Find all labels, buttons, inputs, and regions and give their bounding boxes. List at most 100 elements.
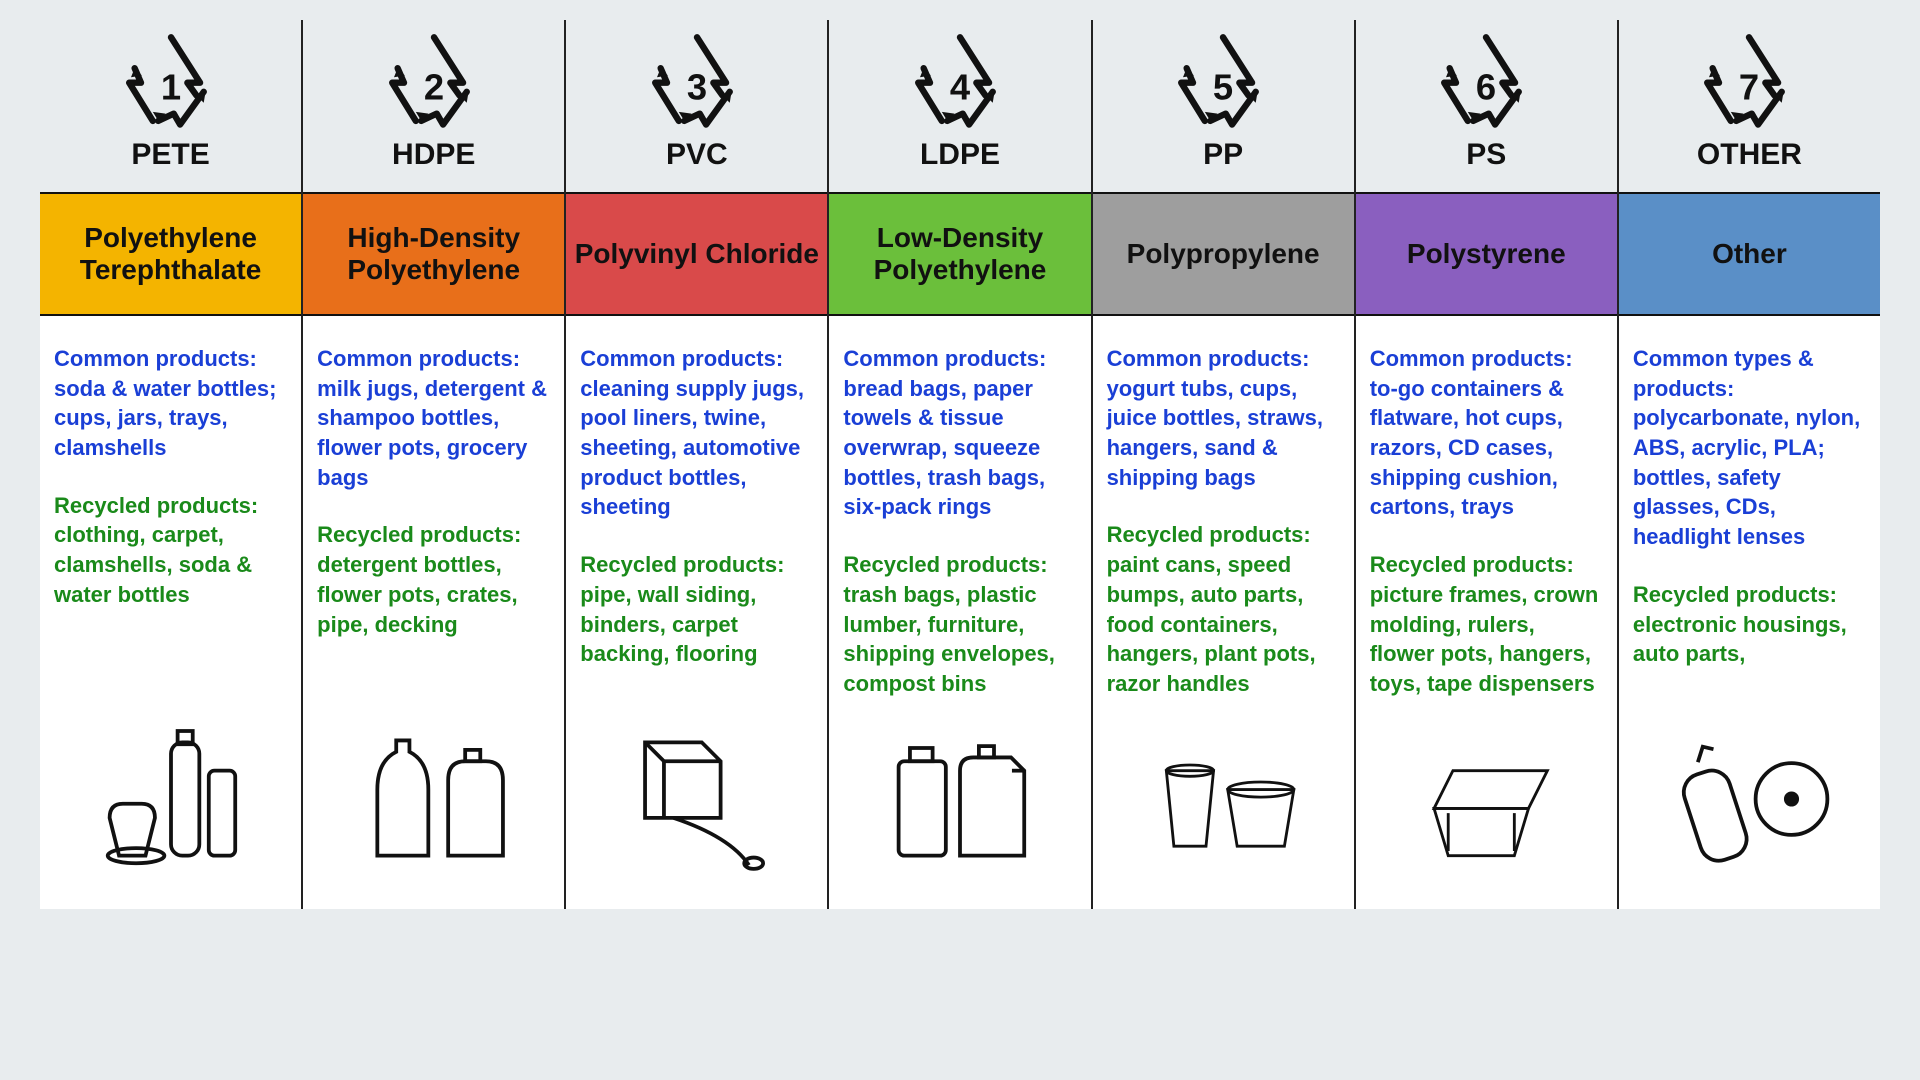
recycled-products-label: Recycled products: xyxy=(843,552,1047,577)
common-products: Common products: to-go containers & flat… xyxy=(1370,344,1603,522)
template: 2 xyxy=(379,30,489,130)
template: 5 xyxy=(1168,30,1278,130)
material-name-bar: Low-Density Polyethylene xyxy=(829,192,1090,316)
recycling-symbol-icon: 4 xyxy=(829,30,1090,130)
common-products: Common products: yogurt tubs, cups, juic… xyxy=(1107,344,1340,492)
recycled-products-text: paint cans, speed bumps, auto parts, foo… xyxy=(1107,552,1316,696)
column-body: Common products: to-go containers & flat… xyxy=(1356,316,1617,909)
common-products-text: cleaning supply jugs, pool liners, twine… xyxy=(580,376,804,520)
column-header: 4 LDPE xyxy=(829,20,1090,192)
template: 1 xyxy=(116,30,226,130)
product-illustration-icon xyxy=(1633,699,1866,899)
recycled-products-text: electronic housings, auto parts, xyxy=(1633,612,1847,667)
material-name-bar: Polypropylene xyxy=(1093,192,1354,316)
recycled-products: Recycled products: detergent bottles, fl… xyxy=(317,520,550,639)
recycled-products: Recycled products: electronic housings, … xyxy=(1633,580,1866,669)
common-products-label: Common products: xyxy=(580,346,783,371)
abbr-label: PP xyxy=(1093,138,1354,172)
column-header: 5 PP xyxy=(1093,20,1354,192)
common-products-label: Common products: xyxy=(843,346,1046,371)
recycling-number: 5 xyxy=(1213,67,1233,108)
common-products-text: bread bags, paper towels & tissue overwr… xyxy=(843,376,1045,520)
recycling-symbol-icon: 2 xyxy=(303,30,564,130)
abbr-label: LDPE xyxy=(829,138,1090,172)
recycled-products-text: picture frames, crown molding, rulers, f… xyxy=(1370,582,1599,696)
common-products-text: yogurt tubs, cups, juice bottles, straws… xyxy=(1107,376,1323,490)
column-header: 2 HDPE xyxy=(303,20,564,192)
product-illustration-icon xyxy=(54,699,287,899)
recycling-codes-chart: 1 PETEPolyethylene TerephthalateCommon p… xyxy=(40,0,1880,909)
column-other: 7 OTHEROtherCommon types & products: pol… xyxy=(1619,20,1880,909)
column-body: Common types & products: polycarbonate, … xyxy=(1619,316,1880,909)
abbr-label: OTHER xyxy=(1619,138,1880,172)
template: 6 xyxy=(1431,30,1541,130)
recycled-products-label: Recycled products: xyxy=(580,552,784,577)
column-pete: 1 PETEPolyethylene TerephthalateCommon p… xyxy=(40,20,303,909)
column-body: Common products: yogurt tubs, cups, juic… xyxy=(1093,316,1354,909)
material-name-bar: High-Density Polyethylene xyxy=(303,192,564,316)
material-name-bar: Other xyxy=(1619,192,1880,316)
column-header: 6 PS xyxy=(1356,20,1617,192)
column-ldpe: 4 LDPELow-Density PolyethyleneCommon pro… xyxy=(829,20,1092,909)
abbr-label: PS xyxy=(1356,138,1617,172)
product-illustration-icon xyxy=(1107,699,1340,899)
recycled-products-text: pipe, wall siding, binders, carpet backi… xyxy=(580,582,757,666)
abbr-label: PETE xyxy=(40,138,301,172)
column-header: 3 PVC xyxy=(566,20,827,192)
abbr-label: PVC xyxy=(566,138,827,172)
recycled-products-label: Recycled products: xyxy=(317,522,521,547)
column-body: Common products: soda & water bottles; c… xyxy=(40,316,301,909)
recycling-symbol-icon: 6 xyxy=(1356,30,1617,130)
common-products-label: Common products: xyxy=(1370,346,1573,371)
recycling-symbol-icon: 3 xyxy=(566,30,827,130)
recycling-symbol-icon: 7 xyxy=(1619,30,1880,130)
product-illustration-icon xyxy=(317,699,550,899)
common-products: Common products: cleaning supply jugs, p… xyxy=(580,344,813,522)
recycling-number: 3 xyxy=(687,67,707,108)
recycling-number: 2 xyxy=(424,67,444,108)
column-header: 1 PETE xyxy=(40,20,301,192)
recycled-products: Recycled products: paint cans, speed bum… xyxy=(1107,520,1340,698)
recycled-products: Recycled products: clothing, carpet, cla… xyxy=(54,491,287,610)
common-products-text: soda & water bottles; cups, jars, trays,… xyxy=(54,376,276,460)
column-hdpe: 2 HDPEHigh-Density PolyethyleneCommon pr… xyxy=(303,20,566,909)
common-products: Common products: bread bags, paper towel… xyxy=(843,344,1076,522)
column-header: 7 OTHER xyxy=(1619,20,1880,192)
recycling-symbol-icon: 1 xyxy=(40,30,301,130)
column-body: Common products: cleaning supply jugs, p… xyxy=(566,316,827,909)
recycled-products-label: Recycled products: xyxy=(1633,582,1837,607)
recycled-products: Recycled products: picture frames, crown… xyxy=(1370,550,1603,698)
column-body: Common products: milk jugs, detergent & … xyxy=(303,316,564,909)
template: 4 xyxy=(905,30,1015,130)
material-name-bar: Polyvinyl Chloride xyxy=(566,192,827,316)
recycled-products-text: clothing, carpet, clamshells, soda & wat… xyxy=(54,522,252,606)
common-products: Common types & products: polycarbonate, … xyxy=(1633,344,1866,552)
recycled-products: Recycled products: pipe, wall siding, bi… xyxy=(580,550,813,669)
recycling-symbol-icon: 5 xyxy=(1093,30,1354,130)
common-products-label: Common types & products: xyxy=(1633,346,1814,401)
product-illustration-icon xyxy=(1370,699,1603,899)
recycled-products-label: Recycled products: xyxy=(54,493,258,518)
product-illustration-icon xyxy=(843,699,1076,899)
template: 7 xyxy=(1694,30,1804,130)
common-products-text: milk jugs, detergent & shampoo bottles, … xyxy=(317,376,547,490)
recycled-products-label: Recycled products: xyxy=(1107,522,1311,547)
recycled-products: Recycled products: trash bags, plastic l… xyxy=(843,550,1076,698)
abbr-label: HDPE xyxy=(303,138,564,172)
common-products-label: Common products: xyxy=(54,346,257,371)
common-products: Common products: soda & water bottles; c… xyxy=(54,344,287,463)
common-products-text: to-go containers & flatware, hot cups, r… xyxy=(1370,376,1564,520)
common-products-text: polycarbonate, nylon, ABS, acrylic, PLA;… xyxy=(1633,405,1860,549)
recycling-number: 7 xyxy=(1739,67,1759,108)
column-pvc: 3 PVCPolyvinyl ChlorideCommon products: … xyxy=(566,20,829,909)
template: 3 xyxy=(642,30,752,130)
common-products-label: Common products: xyxy=(317,346,520,371)
column-body: Common products: bread bags, paper towel… xyxy=(829,316,1090,909)
column-pp: 5 PPPolypropyleneCommon products: yogurt… xyxy=(1093,20,1356,909)
recycled-products-text: detergent bottles, flower pots, crates, … xyxy=(317,552,518,636)
recycled-products-label: Recycled products: xyxy=(1370,552,1574,577)
recycling-number: 1 xyxy=(160,67,180,108)
material-name-bar: Polystyrene xyxy=(1356,192,1617,316)
common-products-label: Common products: xyxy=(1107,346,1310,371)
recycling-number: 4 xyxy=(950,67,971,108)
